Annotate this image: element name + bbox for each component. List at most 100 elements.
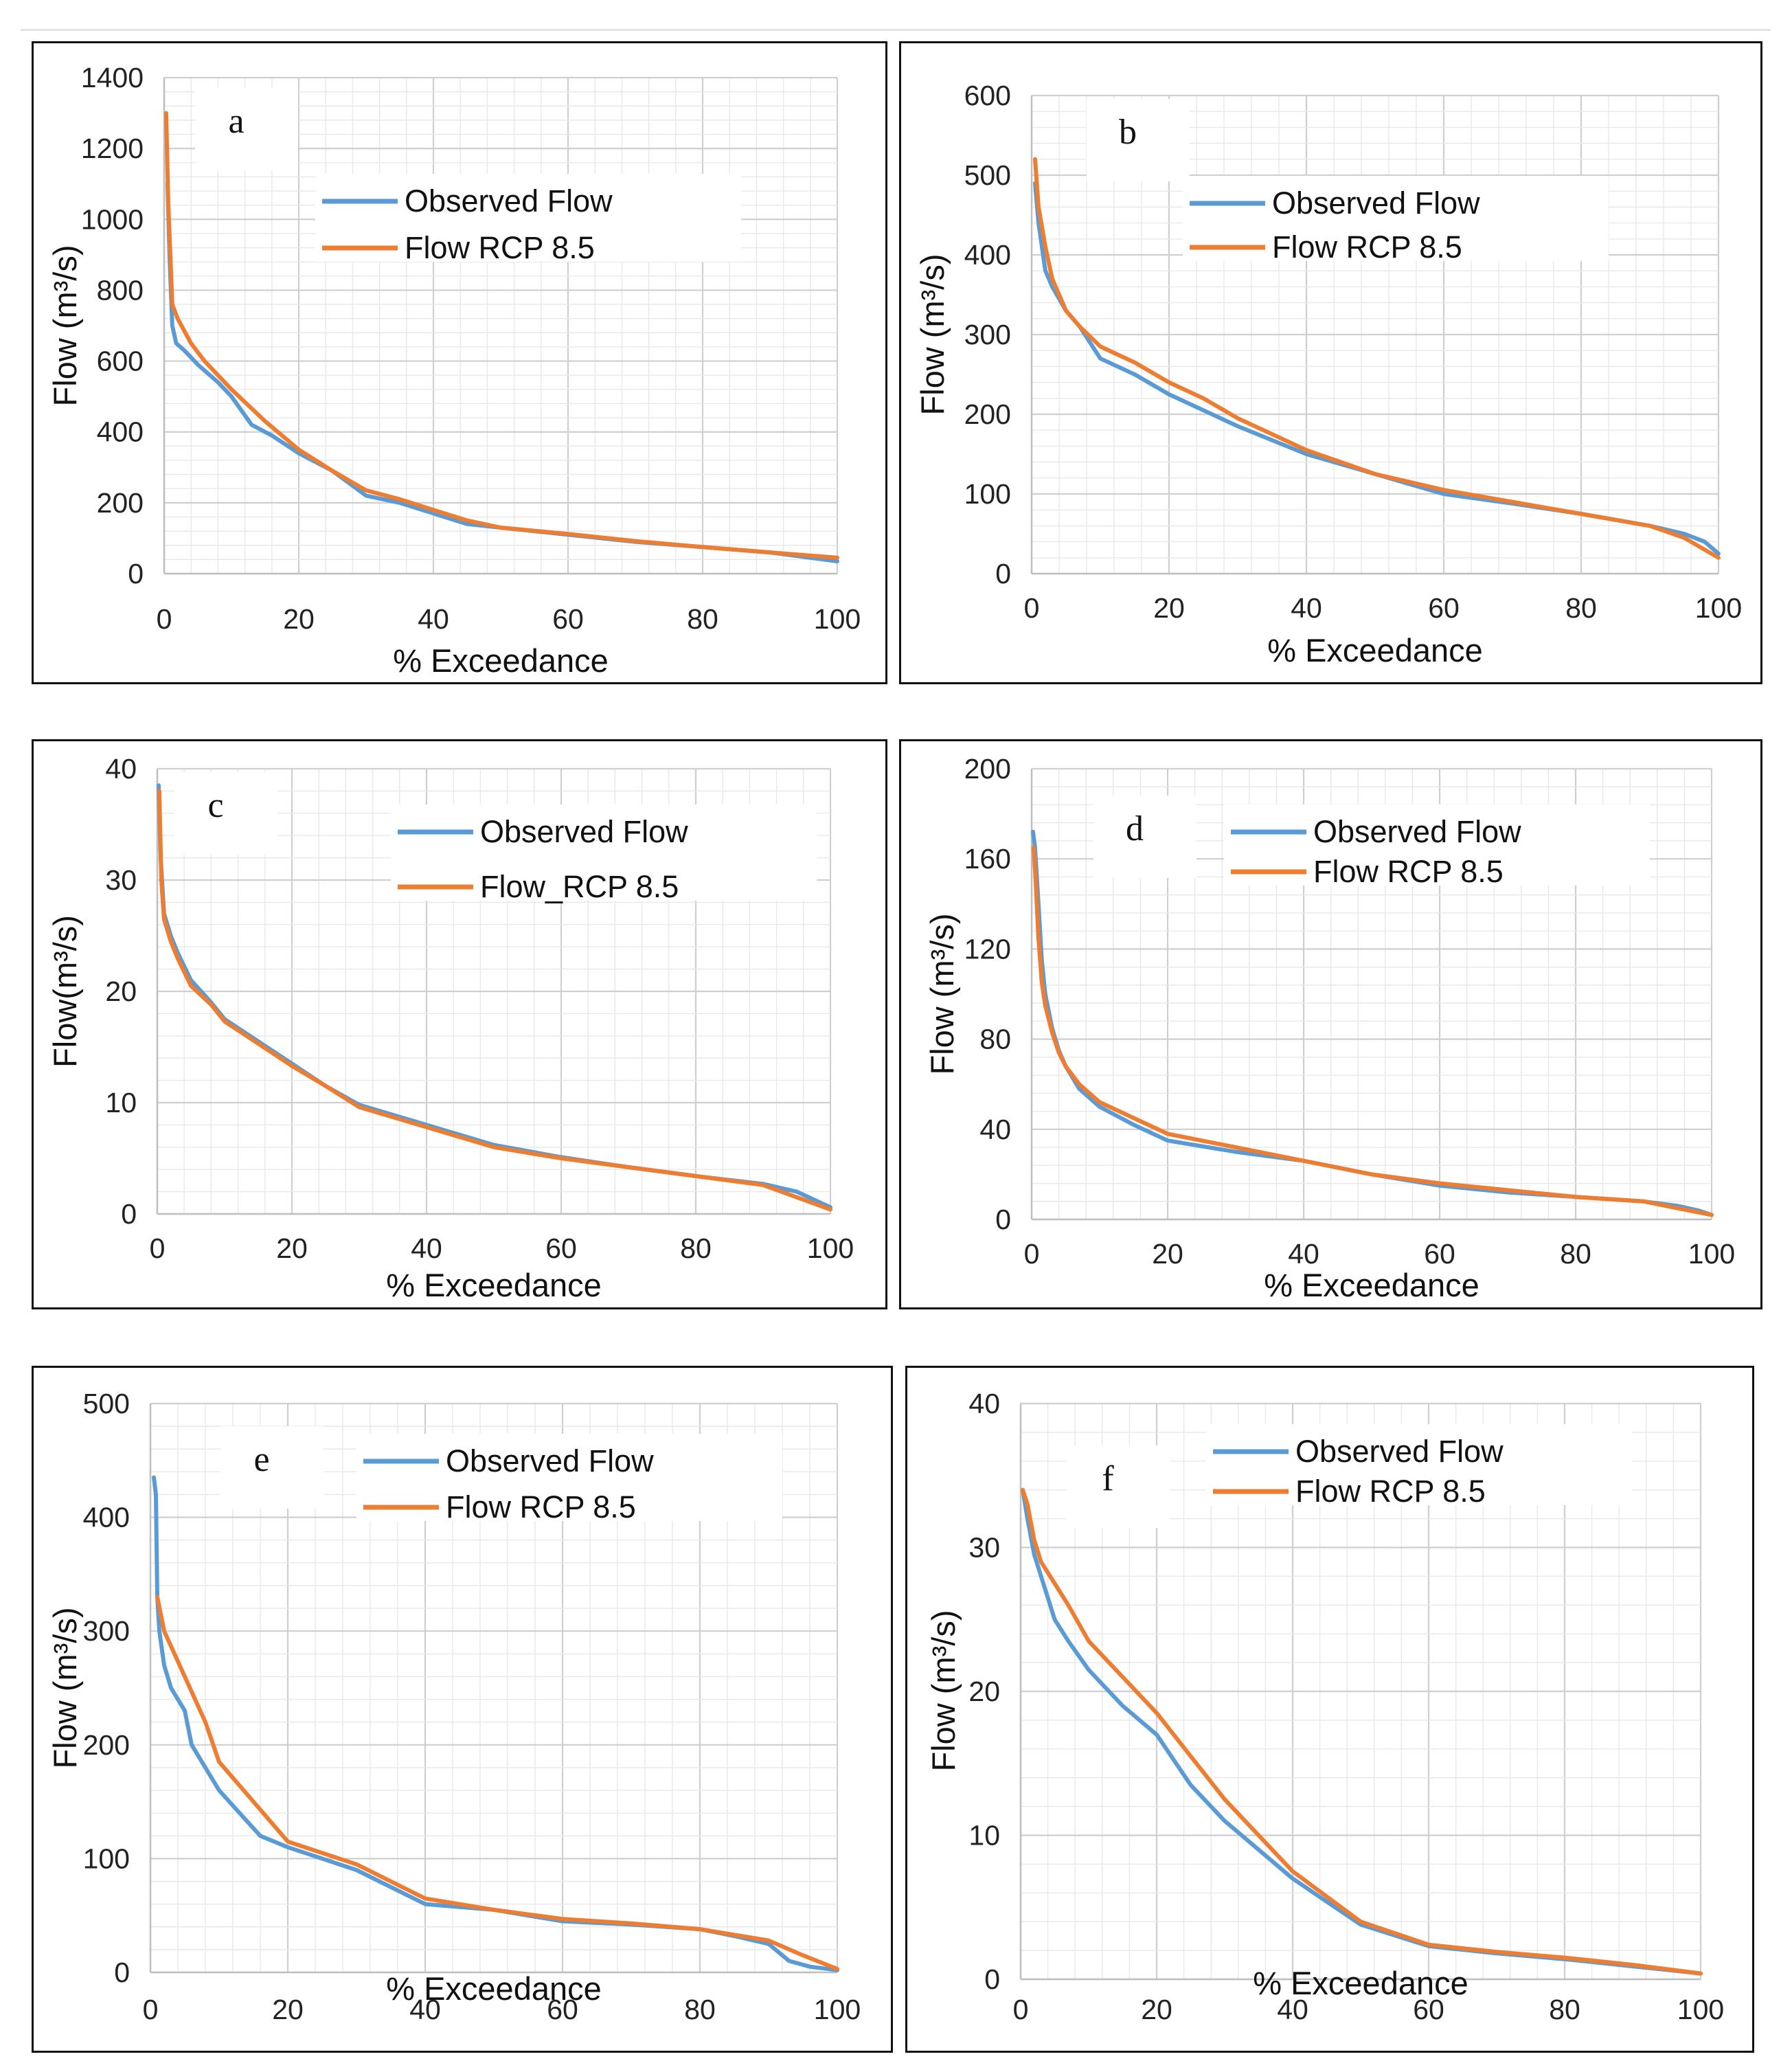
x-tick-label: 80 <box>680 1232 712 1264</box>
legend-observed-label: Observed Flow <box>1295 1434 1504 1469</box>
x-tick-label: 100 <box>814 1994 861 2025</box>
x-tick-label: 60 <box>1424 1238 1455 1270</box>
y-tick-label: 40 <box>968 1388 1000 1419</box>
legend-rcp-label: Flow_RCP 8.5 <box>480 869 679 904</box>
chart-panel-f: 0 20 40 60 80 100 0 10 20 30 40 Observed Flow Flow R… <box>905 1366 1754 2053</box>
series-flow-rcp-line <box>1021 1487 1703 1976</box>
y-tick-label: 800 <box>97 274 144 306</box>
y-tick-label: 30 <box>968 1532 1000 1564</box>
series-flow-rcp-line <box>1032 845 1714 1217</box>
x-tick-label: 0 <box>1024 592 1040 624</box>
x-tick-label: 80 <box>1565 592 1597 624</box>
y-tick-label: 80 <box>979 1024 1011 1055</box>
x-tick-label: 80 <box>1560 1238 1591 1270</box>
top-divider <box>21 29 1771 31</box>
x-tick-label: 80 <box>684 1994 716 2025</box>
y-tick-label: 20 <box>968 1676 1000 1707</box>
y-tick-label: 100 <box>964 478 1011 510</box>
x-axis-title: % Exceedance <box>393 642 609 679</box>
chart-svg-e: 0 20 40 60 80 100 0 100 200 300 400 500 Observed Flo… <box>47 1388 861 2025</box>
y-tick-label: 400 <box>97 416 144 448</box>
x-tick-label: 20 <box>1152 1238 1183 1270</box>
legend-observed-label: Observed Flow <box>1272 185 1480 221</box>
x-tick-label: 20 <box>283 603 315 635</box>
y-tick-label: 400 <box>964 239 1011 271</box>
legend-rcp-label: Flow RCP 8.5 <box>1313 854 1504 889</box>
legend-rcp-label: Flow RCP 8.5 <box>1295 1474 1486 1509</box>
series-flow-rcp-line <box>157 789 832 1212</box>
legend-rcp-label: Flow RCP 8.5 <box>1272 229 1462 264</box>
legend-rcp-label: Flow RCP 8.5 <box>446 1489 636 1524</box>
y-tick-label: 1200 <box>81 133 144 164</box>
x-tick-label: 60 <box>1428 592 1460 624</box>
y-tick-label: 40 <box>979 1114 1011 1145</box>
chart-svg-c: 0 20 40 60 80 100 0 10 20 30 40 Observed Flow Flow_R… <box>47 753 854 1303</box>
series-flow-rcp-line <box>155 1595 839 1971</box>
panel-label-background <box>195 88 298 170</box>
series-flow-rcp-line <box>163 111 839 560</box>
y-axis-title: Flow (m³/s) <box>914 254 951 416</box>
y-tick-label: 10 <box>968 1820 1000 1851</box>
panel-label-background <box>174 772 277 855</box>
legend-observed-label: Observed Flow <box>446 1443 654 1478</box>
x-tick-label: 100 <box>1695 592 1742 624</box>
y-axis-title: Flow (m³/s) <box>47 1608 83 1769</box>
x-tick-label: 20 <box>272 1994 304 2025</box>
x-tick-label: 60 <box>552 603 584 635</box>
y-tick-label: 100 <box>83 1843 130 1874</box>
legend-observed-label: Observed Flow <box>1313 814 1521 849</box>
panel-label: d <box>1126 809 1144 848</box>
x-tick-label: 80 <box>1549 1994 1580 2025</box>
y-axis-title: Flow (m³/s) <box>47 245 83 407</box>
chart-svg-d: 0 20 40 60 80 100 0 40 80 120 160 200 Observed Flow F… <box>924 753 1735 1303</box>
x-tick-label: 20 <box>276 1232 308 1264</box>
y-tick-label: 0 <box>995 558 1011 589</box>
series-observed-flow-line <box>1031 829 1714 1217</box>
x-tick-label: 40 <box>411 1232 442 1264</box>
x-tick-label: 20 <box>1153 592 1185 624</box>
panel-label-background <box>1067 1445 1170 1528</box>
x-tick-label: 80 <box>687 603 718 635</box>
x-tick-label: 20 <box>1141 1994 1172 2025</box>
chart-panel-d: 0 20 40 60 80 100 0 40 80 120 160 200 Observed Flow F… <box>899 739 1762 1309</box>
x-tick-label: 0 <box>143 1994 159 2025</box>
legend-rcp-label: Flow RCP 8.5 <box>405 230 595 265</box>
legend-observed-label: Observed Flow <box>480 814 688 849</box>
y-tick-label: 600 <box>964 80 1011 111</box>
y-tick-label: 200 <box>97 487 144 519</box>
chart-svg-f: 0 20 40 60 80 100 0 10 20 30 40 Observed Flow Flow R… <box>925 1388 1724 2025</box>
x-tick-label: 40 <box>1277 1994 1308 2025</box>
y-tick-label: 500 <box>83 1388 130 1419</box>
panel-label-background <box>1087 99 1190 181</box>
y-tick-label: 500 <box>964 159 1011 191</box>
y-tick-label: 10 <box>105 1087 137 1118</box>
x-tick-label: 40 <box>418 603 449 635</box>
x-axis-title: % Exceedance <box>1267 632 1483 668</box>
x-tick-label: 0 <box>1013 1994 1029 2025</box>
y-tick-label: 1400 <box>81 62 144 93</box>
y-tick-label: 600 <box>97 346 144 377</box>
chart-panel-b: 0 20 40 60 80 100 0 100 200 300 400 500 600 Observed … <box>899 41 1762 684</box>
y-axis-title: Flow (m³/s) <box>924 914 960 1075</box>
chart-panel-e: 0 20 40 60 80 100 0 100 200 300 400 500 Observed Flo… <box>32 1366 893 2053</box>
y-tick-label: 30 <box>105 864 137 896</box>
series-flow-rcp-line <box>1033 157 1721 560</box>
x-tick-label: 100 <box>807 1232 854 1264</box>
chart-panel-c: 0 20 40 60 80 100 0 10 20 30 40 Observed Flow Flow_R… <box>32 739 887 1309</box>
x-tick-label: 0 <box>150 1232 166 1264</box>
x-tick-label: 100 <box>1677 1994 1724 2025</box>
y-tick-label: 160 <box>964 843 1011 875</box>
y-tick-label: 120 <box>964 933 1011 965</box>
x-tick-label: 40 <box>1288 1238 1319 1270</box>
y-tick-label: 400 <box>83 1502 130 1533</box>
x-axis-title: % Exceedance <box>1264 1267 1479 1303</box>
y-tick-label: 0 <box>995 1204 1011 1235</box>
panel-label: e <box>253 1440 269 1479</box>
x-tick-label: 60 <box>1413 1994 1444 2025</box>
x-tick-label: 60 <box>547 1994 578 2025</box>
chart-panel-a: 0 20 40 60 80 100 0 200 400 600 800 1000 1200 1400 Obs… <box>32 41 887 684</box>
y-tick-label: 200 <box>964 753 1011 785</box>
y-tick-label: 0 <box>121 1198 137 1230</box>
y-tick-label: 300 <box>83 1615 130 1647</box>
y-tick-label: 40 <box>105 753 137 785</box>
